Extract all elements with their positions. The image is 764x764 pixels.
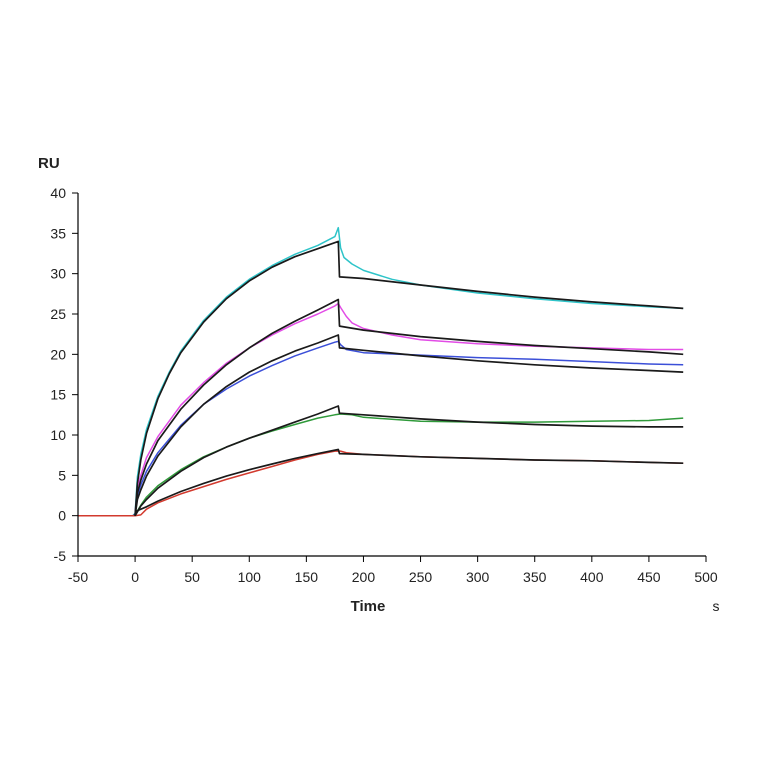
x-tick-label: 500	[694, 569, 718, 585]
data-curve-3	[78, 413, 684, 517]
fit-curve-8	[134, 405, 684, 517]
x-axis-title: Time	[351, 598, 386, 615]
x-tick-label: 300	[466, 569, 490, 585]
y-tick-label: 15	[50, 387, 66, 403]
axes-layer	[77, 193, 706, 557]
y-tick-label: 35	[50, 225, 66, 241]
x-tick-label: 100	[238, 569, 262, 585]
x-tick-label: -50	[68, 569, 88, 585]
fit-curve-5	[134, 240, 684, 516]
x-tick-label: 50	[184, 569, 200, 585]
x-tick-label: 250	[409, 569, 433, 585]
x-tick-label: 450	[637, 569, 661, 585]
fit-curve-6	[134, 298, 684, 516]
y-tick-label: 25	[50, 306, 66, 322]
x-axis-unit: s	[713, 598, 720, 614]
y-tick-label: 30	[50, 266, 66, 282]
data-curve-0	[78, 226, 684, 517]
x-tick-label: 350	[523, 569, 547, 585]
y-tick-label: 40	[50, 185, 66, 201]
data-curve-1	[78, 302, 684, 517]
fit-curve-9	[134, 448, 684, 513]
x-tick-label: 0	[131, 569, 139, 585]
y-tick-label: 5	[58, 467, 66, 483]
data-curve-2	[78, 340, 684, 517]
series-layer	[78, 226, 684, 517]
x-tick-label: 150	[295, 569, 319, 585]
y-tick-label: 0	[58, 508, 66, 524]
y-axis-title: RU	[38, 155, 60, 172]
x-tick-label: 400	[580, 569, 604, 585]
y-tick-label: 20	[50, 346, 66, 362]
y-tick-label: 10	[50, 427, 66, 443]
x-tick-label: 200	[352, 569, 376, 585]
fit-curve-7	[134, 334, 684, 516]
y-tick-label: -5	[54, 548, 67, 564]
ticks-layer: -50 0 50 100 150 200 250 300 350 400 450 500-505101…	[50, 185, 717, 585]
